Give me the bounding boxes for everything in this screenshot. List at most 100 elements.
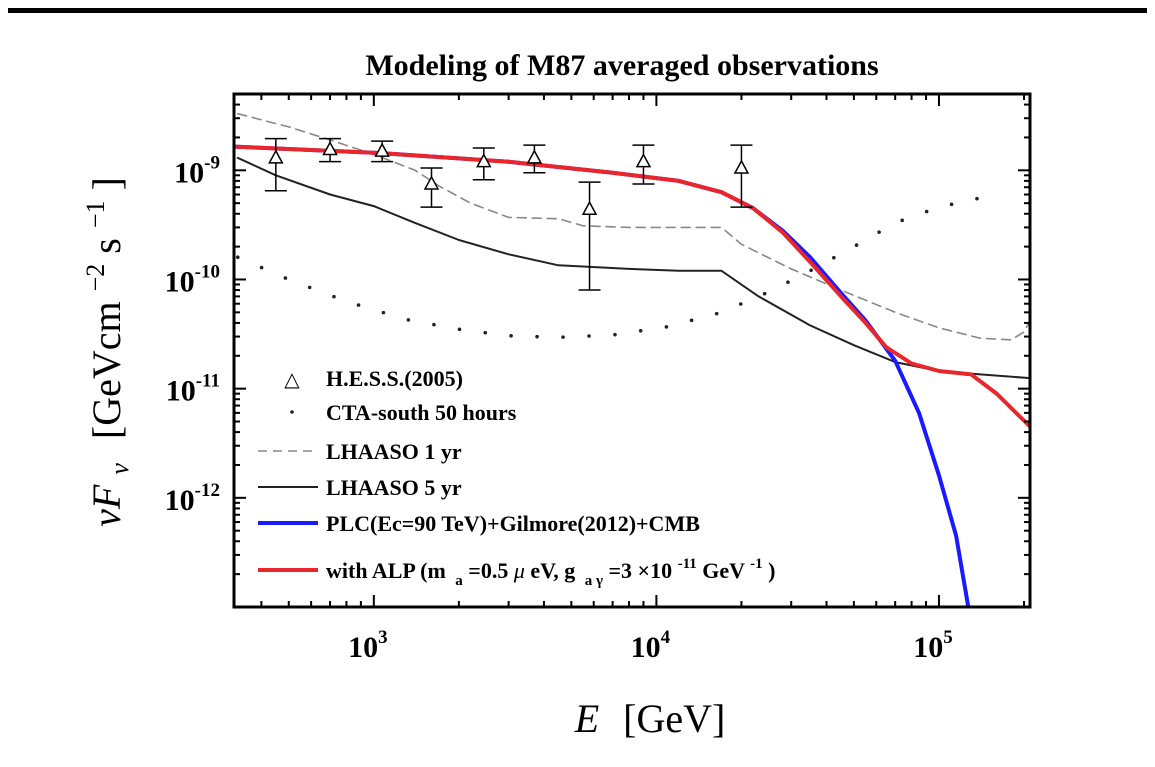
cta-point — [259, 265, 264, 270]
cta-point — [235, 255, 240, 259]
y-tick-exp: -10 — [195, 261, 220, 282]
cta-point — [381, 310, 386, 315]
x-axis-ticks: 103 104 105 — [260, 94, 1026, 664]
legend-label-hess: H.E.S.S.(2005) — [326, 366, 463, 391]
alp-line — [234, 144, 1030, 429]
y-tick-exp: -12 — [195, 480, 220, 501]
cta-point — [509, 334, 513, 338]
hess-points — [264, 137, 753, 291]
y-tick-label: 10-12 — [165, 480, 220, 517]
hess-point — [578, 181, 601, 291]
legend-label-alp: with ALP (m a =0.5 μ eV, g a γ =3 ×10 -1… — [326, 548, 775, 590]
cta-point — [786, 280, 790, 284]
legend-marker-hess: △ — [284, 367, 300, 391]
alp-ma-val: =0.5 — [468, 558, 508, 583]
lhaaso-1yr-line — [237, 112, 1030, 341]
top-rule — [8, 8, 1147, 13]
hess-point — [523, 144, 546, 174]
plot-frame — [232, 92, 1032, 609]
lhaaso-5yr-line — [236, 156, 1030, 380]
legend-label-cta: CTA-south 50 hours — [326, 400, 517, 425]
cta-point — [975, 196, 979, 201]
alp-ma-sub: a — [455, 573, 463, 589]
cta-point — [432, 322, 436, 327]
alp-g-sub: a γ — [585, 573, 603, 589]
cta-point — [332, 294, 336, 299]
x-tick-base: 10 — [631, 631, 661, 664]
plot-series — [234, 112, 1030, 607]
alp-g-val: =3 ×10 — [609, 558, 673, 583]
x-tick-base: 10 — [913, 631, 943, 664]
y-axis-label-symbol: νF — [84, 484, 129, 527]
legend-marker-cta — [290, 410, 294, 414]
legend-label-lhaaso1: LHAASO 1 yr — [326, 439, 462, 464]
x-axis-label-unit: [GeV] — [623, 696, 725, 741]
cta-point — [613, 332, 617, 337]
cta-point — [854, 243, 859, 247]
y-axis-label-sup2: −1 — [81, 200, 110, 228]
alp-unit-exp: -1 — [750, 556, 763, 572]
hess-point — [371, 140, 394, 163]
hess-triangle — [581, 200, 598, 215]
x-tick-exp: 3 — [378, 627, 388, 648]
alp-unit: GeV — [702, 558, 745, 583]
hess-point — [420, 167, 443, 208]
cta-point — [561, 335, 565, 339]
x-tick-base: 10 — [348, 631, 378, 664]
cta-point — [714, 311, 719, 316]
chart-title: Modeling of M87 averaged observations — [365, 49, 878, 82]
cta-point — [900, 218, 904, 223]
hess-triangle — [268, 149, 284, 164]
hess-point — [472, 147, 495, 181]
legend: △ H.E.S.S.(2005) CTA-south 50 hours LHAA… — [258, 366, 775, 590]
cta-point — [664, 325, 669, 329]
hess-point — [319, 137, 342, 163]
y-tick-exp: -11 — [196, 371, 220, 392]
y-tick-base: 10 — [174, 156, 204, 189]
y-tick-base: 10 — [166, 375, 196, 408]
y-tick-base: 10 — [165, 484, 195, 517]
x-tick-label: 103 — [348, 627, 388, 664]
alp-prefix: with ALP (m — [326, 558, 446, 583]
cta-point — [356, 303, 361, 307]
hess-triangle — [526, 149, 543, 164]
cta-south-dots — [235, 196, 979, 339]
cta-point — [738, 302, 743, 306]
y-axis-label-sub: ν — [105, 463, 134, 475]
x-tick-label: 105 — [913, 627, 953, 664]
x-axis-label-symbol: E — [574, 696, 599, 741]
hess-triangle — [635, 153, 652, 168]
x-tick-exp: 4 — [661, 627, 671, 648]
y-tick-label: 10-11 — [166, 371, 220, 408]
cta-point — [877, 230, 881, 234]
y-tick-exp: -9 — [204, 152, 220, 173]
cta-point — [283, 276, 288, 280]
cta-point — [832, 255, 836, 260]
y-axis-label-close: ] — [84, 177, 129, 190]
y-tick-base: 10 — [165, 265, 195, 298]
alp-g-exp: -11 — [678, 556, 697, 572]
hess-triangle — [322, 140, 338, 156]
plot-area — [234, 112, 1030, 607]
alp-close: ) — [768, 558, 775, 583]
alp-mu: μ — [513, 558, 525, 583]
legend-label-lhaaso5: LHAASO 5 yr — [326, 475, 462, 500]
hess-point — [264, 137, 287, 192]
y-tick-label: 10-9 — [174, 152, 220, 189]
alp-ev: eV, g — [530, 558, 575, 583]
x-tick-label: 104 — [631, 627, 671, 664]
cta-point — [809, 268, 813, 273]
legend-label-plc: PLC(Ec=90 TeV)+Gilmore(2012)+CMB — [326, 511, 700, 536]
y-axis-label-mid: s — [84, 238, 129, 254]
y-axis-label-unit: [GeVcm — [84, 301, 129, 439]
hess-point — [730, 144, 753, 208]
cta-point — [924, 209, 929, 214]
x-axis-label: E [GeV] — [574, 696, 726, 741]
cta-point — [638, 328, 643, 333]
hess-triangle — [423, 175, 440, 190]
cta-point — [762, 291, 767, 296]
cta-point — [307, 285, 312, 290]
y-axis-label-sup1: −2 — [81, 264, 110, 292]
cta-point — [535, 334, 539, 339]
x-tick-exp: 5 — [943, 627, 953, 648]
